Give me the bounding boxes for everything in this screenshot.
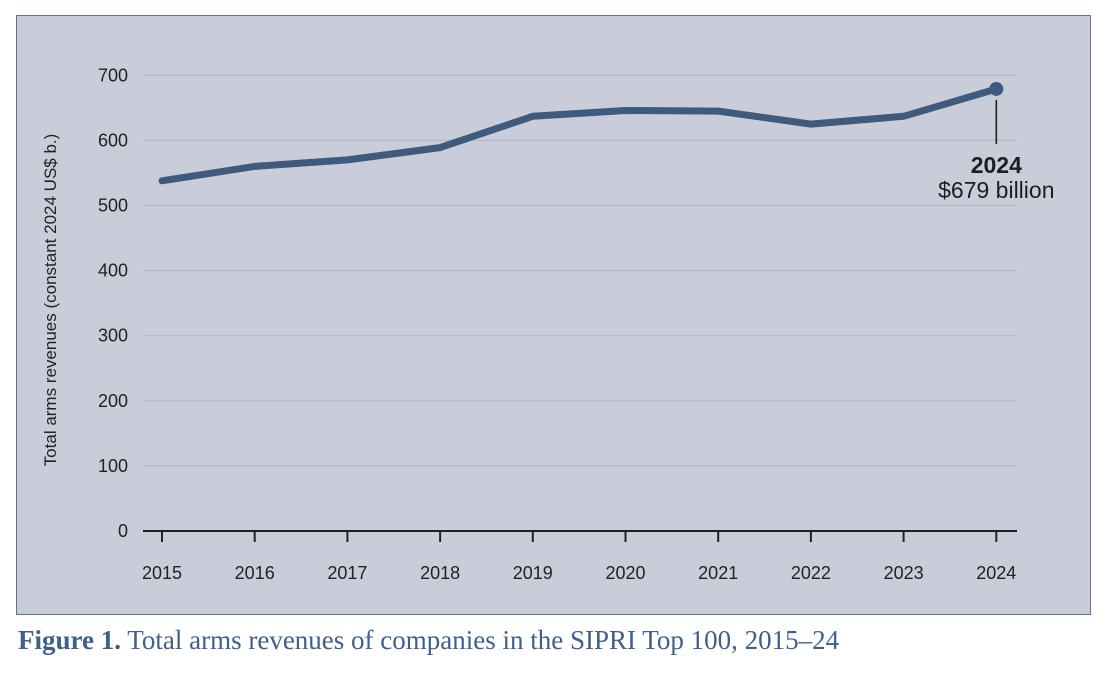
figure-caption-text: Total arms revenues of companies in the … bbox=[127, 625, 840, 655]
annotation-value: $679 billion bbox=[938, 177, 1054, 203]
y-tick-label-500: 500 bbox=[98, 196, 128, 216]
y-axis-label: Total arms revenues (constant 2024 US$ b… bbox=[41, 134, 60, 467]
x-tick-label-2024: 2024 bbox=[976, 563, 1016, 583]
y-tick-label-700: 700 bbox=[98, 65, 128, 85]
figure-caption-label: Figure 1. bbox=[18, 625, 121, 655]
y-tick-label-300: 300 bbox=[98, 326, 128, 346]
y-tick-label-100: 100 bbox=[98, 456, 128, 476]
y-tick-label-400: 400 bbox=[98, 261, 128, 281]
gridlines bbox=[143, 74, 1017, 467]
annotation-year: 2024 bbox=[971, 152, 1022, 178]
series-line bbox=[158, 85, 1000, 185]
x-tick-label-2015: 2015 bbox=[142, 563, 182, 583]
x-tick-label-2016: 2016 bbox=[235, 563, 275, 583]
x-tick-label-2021: 2021 bbox=[698, 563, 738, 583]
endpoint-marker-2024 bbox=[989, 81, 1004, 96]
x-tick-label-2018: 2018 bbox=[420, 563, 460, 583]
x-tick-label-2020: 2020 bbox=[605, 563, 645, 583]
x-axis-ticks: 2015 2016 2017 2018 2019 2020 2021 2022 2023 2024 bbox=[142, 531, 1016, 583]
x-tick-label-2017: 2017 bbox=[327, 563, 367, 583]
y-axis-ticks: 0 100 200 300 400 500 600 700 bbox=[98, 65, 128, 541]
y-tick-label-600: 600 bbox=[98, 130, 128, 150]
x-tick-label-2019: 2019 bbox=[513, 563, 553, 583]
y-tick-label-200: 200 bbox=[98, 391, 128, 411]
figure-caption: Figure 1. Total arms revenues of compani… bbox=[18, 625, 839, 656]
x-tick-label-2023: 2023 bbox=[884, 563, 924, 583]
y-tick-label-0: 0 bbox=[118, 521, 128, 541]
x-tick-label-2022: 2022 bbox=[791, 563, 831, 583]
